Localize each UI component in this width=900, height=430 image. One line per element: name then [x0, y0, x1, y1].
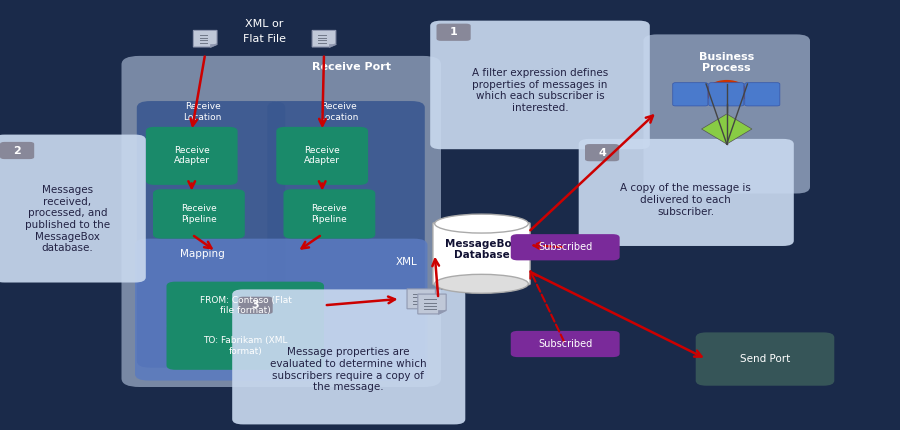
FancyBboxPatch shape [430, 21, 650, 149]
Text: A copy of the message is
delivered to each
subscriber.: A copy of the message is delivered to ea… [620, 183, 751, 217]
FancyBboxPatch shape [511, 331, 619, 357]
FancyBboxPatch shape [673, 83, 707, 106]
Polygon shape [702, 114, 752, 144]
FancyBboxPatch shape [153, 189, 245, 239]
Ellipse shape [435, 274, 528, 293]
FancyBboxPatch shape [276, 127, 368, 185]
FancyBboxPatch shape [267, 101, 425, 368]
Text: XML: XML [396, 257, 418, 267]
FancyBboxPatch shape [122, 56, 441, 387]
FancyBboxPatch shape [745, 83, 779, 106]
Text: Receive
Adapter: Receive Adapter [304, 146, 340, 166]
FancyBboxPatch shape [433, 223, 530, 285]
FancyBboxPatch shape [579, 139, 794, 246]
FancyBboxPatch shape [585, 144, 619, 161]
FancyBboxPatch shape [644, 34, 810, 194]
Text: Receive
Adapter: Receive Adapter [174, 146, 210, 166]
Text: 2: 2 [14, 145, 21, 156]
Text: Flat File: Flat File [243, 34, 286, 44]
Text: TO: Fabrikam (XML
format): TO: Fabrikam (XML format) [203, 336, 288, 356]
Text: FROM: Contoso (Flat
file format): FROM: Contoso (Flat file format) [200, 295, 292, 315]
Text: 1: 1 [450, 27, 457, 37]
Text: Receive
Location: Receive Location [320, 102, 358, 122]
FancyBboxPatch shape [709, 83, 743, 106]
Text: Send Port: Send Port [740, 354, 790, 364]
Ellipse shape [435, 214, 528, 233]
FancyBboxPatch shape [0, 135, 146, 283]
FancyBboxPatch shape [166, 322, 324, 370]
Text: 4: 4 [598, 147, 606, 158]
Ellipse shape [706, 81, 747, 104]
Text: XML or: XML or [246, 18, 284, 29]
Polygon shape [428, 305, 436, 309]
Text: MessageBox
Database: MessageBox Database [445, 239, 518, 260]
Polygon shape [328, 44, 336, 47]
Text: Mapping: Mapping [180, 249, 225, 259]
FancyBboxPatch shape [0, 142, 34, 159]
Text: Receive
Pipeline: Receive Pipeline [181, 204, 217, 224]
Polygon shape [418, 294, 446, 314]
Text: Business
Process: Business Process [699, 52, 754, 73]
FancyBboxPatch shape [284, 189, 375, 239]
FancyBboxPatch shape [166, 282, 324, 329]
Text: Subscribed: Subscribed [538, 242, 592, 252]
Text: Subscribed: Subscribed [538, 339, 592, 349]
Polygon shape [194, 31, 217, 47]
FancyBboxPatch shape [511, 234, 619, 261]
FancyBboxPatch shape [436, 24, 471, 41]
FancyBboxPatch shape [135, 239, 427, 381]
FancyBboxPatch shape [137, 101, 285, 368]
Text: Message properties are
evaluated to determine which
subscribers require a copy o: Message properties are evaluated to dete… [270, 347, 427, 392]
FancyBboxPatch shape [696, 332, 834, 386]
FancyBboxPatch shape [146, 127, 238, 185]
FancyBboxPatch shape [238, 297, 273, 314]
FancyBboxPatch shape [232, 289, 465, 424]
Polygon shape [407, 289, 436, 309]
Text: A filter expression defines
properties of messages in
which each subscriber is
i: A filter expression defines properties o… [472, 68, 608, 113]
Text: Receive Port: Receive Port [311, 61, 391, 72]
Polygon shape [312, 31, 336, 47]
Text: Receive
Pipeline: Receive Pipeline [311, 204, 347, 224]
Text: Receive
Location: Receive Location [184, 102, 221, 122]
Polygon shape [438, 310, 446, 314]
Text: Messages
received,
processed, and
published to the
MessageBox
database.: Messages received, processed, and publis… [25, 185, 110, 253]
Polygon shape [210, 44, 217, 47]
Text: 3: 3 [252, 300, 259, 310]
